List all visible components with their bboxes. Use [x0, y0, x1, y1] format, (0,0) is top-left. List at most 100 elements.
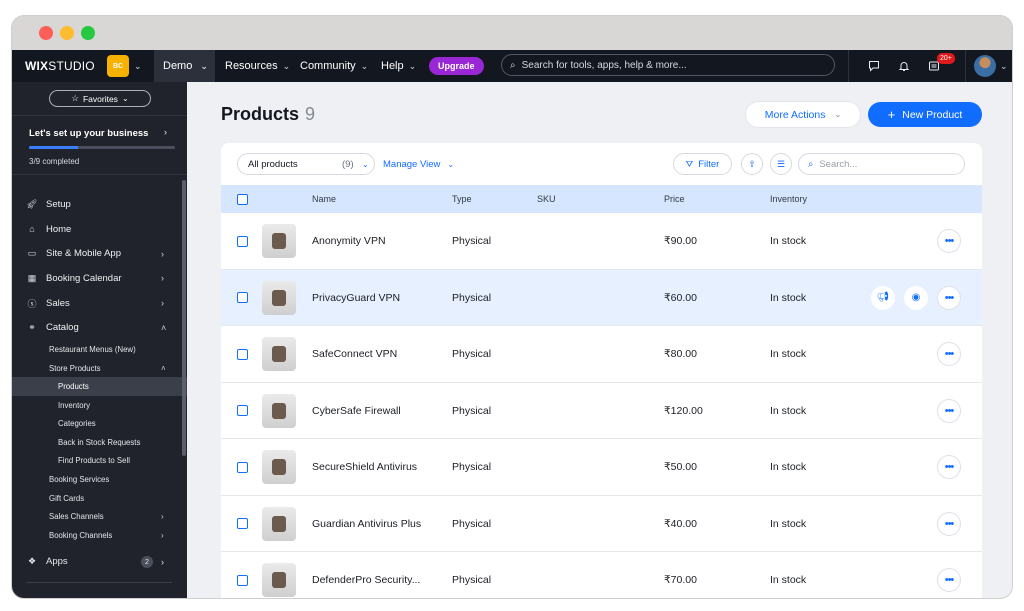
- browser-window: WIX STUDIO BC ⌄ Demo ⌄ Resources ⌄ Communi…: [12, 16, 1012, 598]
- sidebar-item-sales[interactable]: ⓢ Sales ›: [12, 291, 187, 316]
- table-row[interactable]: PrivacyGuard VPN Physical ₹60.00 In stoc…: [221, 269, 982, 326]
- export-icon[interactable]: ⇧: [741, 153, 763, 175]
- product-price: ₹50.00: [664, 461, 697, 473]
- chat-icon[interactable]: [864, 50, 884, 82]
- products-table-card: All products (9) ⌄ Manage View ⌄ ⛛ Filte…: [221, 143, 982, 598]
- close-window-button[interactable]: [39, 26, 53, 40]
- site-selector[interactable]: Demo ⌄: [154, 50, 215, 82]
- sidebar-item-inventory[interactable]: Inventory: [12, 396, 187, 415]
- chevron-right-icon: ›: [161, 273, 164, 284]
- filter-button[interactable]: ⛛ Filter: [673, 153, 732, 175]
- sidebar-item-find-products[interactable]: Find Products to Sell: [12, 452, 187, 471]
- home-icon: ⌂: [29, 224, 35, 235]
- sidebar-item-restaurant-menus[interactable]: Restaurant Menus (New): [12, 340, 187, 359]
- inbox-icon[interactable]: [924, 50, 944, 82]
- product-inventory: In stock: [770, 291, 807, 304]
- table-row[interactable]: SafeConnect VPN Physical ₹80.00 In stock…: [221, 326, 982, 383]
- bell-icon[interactable]: [894, 50, 914, 82]
- column-header-inventory[interactable]: Inventory: [770, 194, 808, 204]
- row-more-actions-button[interactable]: •••: [937, 455, 961, 479]
- row-more-actions-button[interactable]: •••: [937, 568, 961, 592]
- product-count: 9: [305, 104, 316, 124]
- row-checkbox[interactable]: [237, 552, 248, 598]
- product-name[interactable]: Anonymity VPN: [312, 235, 386, 247]
- user-avatar[interactable]: [974, 55, 996, 77]
- sidebar-item-booking-services[interactable]: Booking Services: [12, 470, 187, 489]
- setup-progress-bar: [29, 146, 175, 149]
- row-checkbox[interactable]: [237, 326, 248, 382]
- sidebar-item-gift-cards[interactable]: Gift Cards: [12, 489, 187, 508]
- sidebar-item-store-products[interactable]: Store Products ˄: [12, 359, 187, 378]
- product-price: ₹120.00: [664, 404, 703, 417]
- maximize-window-button[interactable]: [81, 26, 95, 40]
- product-name[interactable]: Guardian Antivirus Plus: [312, 517, 422, 530]
- product-image: [272, 459, 286, 475]
- row-more-actions-button[interactable]: •••: [937, 398, 961, 423]
- product-view-select[interactable]: All products (9) ⌄: [237, 153, 375, 175]
- table-row[interactable]: SecureShield Antivirus Physical ₹50.00 I…: [221, 439, 982, 496]
- manage-view-button[interactable]: Manage View ⌄: [383, 153, 454, 175]
- row-more-actions-button[interactable]: •••: [937, 511, 961, 536]
- sidebar-item-apps[interactable]: ❖ Apps 2 ›: [12, 549, 187, 574]
- sidebar-sub-label: Gift Cards: [49, 493, 85, 503]
- sidebar-sub-label: Restaurant Menus (New): [49, 344, 136, 354]
- star-icon: ☆: [71, 93, 79, 103]
- column-header-sku[interactable]: SKU: [537, 194, 556, 204]
- column-header-type[interactable]: Type: [452, 194, 472, 204]
- sidebar-scrollbar[interactable]: [182, 180, 186, 456]
- select-all-checkbox[interactable]: [237, 185, 248, 213]
- sidebar-item-site-mobile-app[interactable]: ▭ Site & Mobile App ›: [12, 241, 187, 266]
- row-more-actions-button[interactable]: •••: [937, 342, 961, 366]
- sidebar-item-booking-calendar[interactable]: ▦ Booking Calendar ›: [12, 266, 187, 291]
- row-more-actions-button[interactable]: •••: [937, 229, 961, 253]
- nav-resources[interactable]: Resources ⌄: [225, 50, 290, 82]
- nav-help[interactable]: Help ⌄: [381, 50, 416, 82]
- table-row[interactable]: CyberSafe Firewall Physical ₹120.00 In s…: [221, 382, 982, 439]
- column-header-price[interactable]: Price: [664, 194, 685, 204]
- sidebar-item-back-in-stock[interactable]: Back in Stock Requests: [12, 433, 187, 452]
- global-search-input[interactable]: ⌕ Search for tools, apps, help & more...: [501, 54, 835, 76]
- row-checkbox[interactable]: [237, 496, 248, 552]
- view-select-value: All products: [248, 158, 298, 170]
- promote-icon[interactable]: 📢︎: [871, 285, 895, 310]
- table-row[interactable]: Guardian Antivirus Plus Physical ₹40.00 …: [221, 495, 982, 552]
- table-row[interactable]: Anonymity VPN Physical ₹90.00 In stock •…: [221, 213, 982, 270]
- sidebar-item-setup[interactable]: 🚀︎ Setup: [12, 192, 187, 217]
- row-more-actions-button[interactable]: •••: [937, 285, 961, 310]
- eye-icon[interactable]: ◉: [904, 285, 928, 310]
- favorites-button[interactable]: ☆ Favorites ⌄: [49, 90, 151, 107]
- column-header-name[interactable]: Name: [312, 194, 337, 204]
- sidebar-item-sales-channels[interactable]: Sales Channels ›: [12, 507, 187, 526]
- row-checkbox[interactable]: [237, 270, 248, 326]
- notification-count-badge: 20+: [937, 53, 955, 64]
- minimize-window-button[interactable]: [60, 26, 74, 40]
- product-name[interactable]: DefenderPro Security...: [312, 574, 421, 586]
- setup-progress-card[interactable]: Let's set up your business › 3/9 complet…: [12, 115, 187, 175]
- site-name: Demo: [163, 60, 193, 72]
- nav-community[interactable]: Community ⌄: [300, 50, 368, 82]
- sidebar-item-home[interactable]: ⌂ Home: [12, 217, 187, 242]
- table-search-input[interactable]: ⌕ Search...: [798, 153, 965, 175]
- wix-studio-logo[interactable]: WIX STUDIO: [25, 50, 95, 82]
- product-name[interactable]: SafeConnect VPN: [312, 348, 398, 360]
- upgrade-button[interactable]: Upgrade: [429, 57, 484, 75]
- sidebar-item-categories[interactable]: Categories: [12, 415, 187, 434]
- row-checkbox[interactable]: [237, 439, 248, 495]
- sidebar-item-products[interactable]: Products: [12, 377, 187, 396]
- product-name[interactable]: CyberSafe Firewall: [312, 404, 401, 417]
- new-product-button[interactable]: + New Product: [868, 102, 982, 127]
- row-checkbox[interactable]: [237, 383, 248, 439]
- product-thumbnail: [262, 393, 296, 428]
- product-name[interactable]: PrivacyGuard VPN: [312, 291, 401, 304]
- chevron-down-icon[interactable]: ⌄: [1000, 60, 1008, 71]
- site-badge[interactable]: BC: [107, 55, 129, 77]
- sidebar-item-booking-channels[interactable]: Booking Channels ›: [12, 526, 187, 545]
- table-row[interactable]: DefenderPro Security... Physical ₹70.00 …: [221, 552, 982, 598]
- sidebar-item-catalog[interactable]: ⚭ Catalog ˄: [12, 315, 187, 340]
- product-name[interactable]: SecureShield Antivirus: [312, 461, 418, 473]
- columns-settings-icon[interactable]: ☰: [770, 153, 792, 175]
- chevron-down-icon[interactable]: ⌄: [134, 60, 142, 71]
- divider: [26, 582, 172, 583]
- row-checkbox[interactable]: [237, 213, 248, 269]
- more-actions-button[interactable]: More Actions ⌄: [746, 102, 860, 127]
